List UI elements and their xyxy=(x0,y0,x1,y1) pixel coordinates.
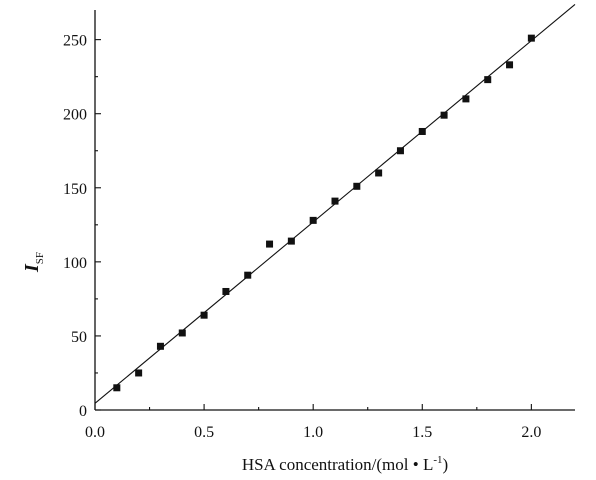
x-axis-label: HSA concentration/(mol • L-1) xyxy=(242,454,448,474)
x-axis-label-close: ) xyxy=(443,455,449,474)
x-tick-label: 0.0 xyxy=(85,424,105,441)
data-point xyxy=(156,342,164,350)
data-point xyxy=(484,76,492,84)
data-point xyxy=(222,287,230,295)
x-axis-label-main: HSA concentration/(mol • L xyxy=(242,455,434,474)
data-point xyxy=(462,95,470,103)
data-point xyxy=(418,127,426,135)
x-axis-label-superscript: -1 xyxy=(433,454,442,466)
y-axis-ticks: 0 50 100 150 200 250 xyxy=(63,33,101,420)
data-points xyxy=(113,34,535,392)
data-point xyxy=(309,216,317,224)
data-point xyxy=(287,237,295,245)
data-point xyxy=(353,182,361,190)
y-tick-label: 250 xyxy=(63,33,87,50)
data-point xyxy=(113,384,121,392)
x-tick-label: 0.5 xyxy=(194,424,214,441)
y-axis-label-subscript: SF xyxy=(34,252,46,264)
y-tick-label: 50 xyxy=(71,329,87,346)
x-axis-ticks: 0.0 0.5 1.0 1.5 2.0 xyxy=(85,404,541,441)
y-tick-label: 200 xyxy=(63,107,87,124)
data-point xyxy=(178,329,186,337)
data-point xyxy=(200,311,208,319)
data-point xyxy=(135,369,143,377)
y-tick-label: 150 xyxy=(63,181,87,198)
y-tick-label: 0 xyxy=(79,403,87,420)
data-point xyxy=(506,61,514,69)
y-tick-label: 100 xyxy=(63,255,87,272)
data-point xyxy=(244,271,252,279)
axes xyxy=(94,10,575,411)
data-point xyxy=(375,169,383,177)
y-axis-label: ISF xyxy=(21,252,46,273)
x-tick-label: 1.5 xyxy=(412,424,432,441)
x-tick-label: 1.0 xyxy=(303,424,323,441)
data-point xyxy=(527,34,535,42)
data-point xyxy=(396,147,404,155)
data-point xyxy=(331,197,339,205)
data-point xyxy=(266,240,274,248)
x-tick-label: 2.0 xyxy=(521,424,541,441)
y-axis-label-main: I xyxy=(21,263,43,273)
data-point xyxy=(440,111,448,119)
